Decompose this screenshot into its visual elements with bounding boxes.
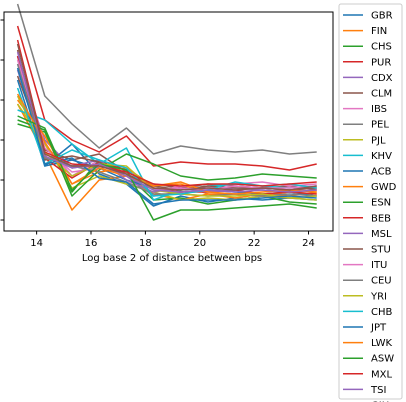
legend: GBR FIN CHS PUR CDX CLM IBS PEL PJL KHV ACB GWD ESN B…: [338, 3, 403, 402]
x-tick-label: 20: [193, 238, 206, 249]
series-line-gih: [16, 43, 317, 191]
y-axis: [0, 19, 4, 221]
x-tick-label: 14: [30, 238, 43, 249]
legend-label: FIN: [371, 26, 387, 37]
series-line-ceu: [16, 63, 317, 197]
legend-item-chs: CHS: [343, 42, 392, 53]
legend-item-pur: PUR: [343, 57, 391, 68]
legend-label: ACB: [371, 167, 392, 178]
x-tick-label: 16: [85, 238, 98, 249]
series-line-tsi: [16, 51, 317, 193]
legend-label: LWK: [371, 338, 393, 349]
legend-item-gwd: GWD: [343, 182, 397, 193]
legend-items: GBR FIN CHS PUR CDX CLM IBS PEL PJL KHV ACB GWD ESN B…: [343, 11, 397, 402]
series-line-asw: [17, 115, 317, 221]
legend-item-fin: FIN: [343, 26, 387, 37]
legend-item-stu: STU: [343, 245, 391, 256]
series-line-cdx: [16, 63, 317, 197]
legend-label: CLM: [371, 89, 392, 100]
legend-label: CHB: [371, 307, 393, 318]
x-axis-label: Log base 2 of distance between bps: [82, 253, 262, 264]
legend-item-khv: KHV: [343, 151, 392, 162]
legend-label: IBS: [371, 104, 387, 115]
legend-label: PUR: [371, 57, 391, 68]
legend-item-acb: ACB: [343, 167, 392, 178]
legend-label: GBR: [371, 11, 393, 22]
legend-item-itu: ITU: [343, 260, 387, 271]
legend-label: CHS: [371, 42, 392, 53]
series-line-chb: [16, 87, 317, 197]
legend-label: YRI: [370, 291, 387, 302]
legend-item-jpt: JPT: [343, 323, 387, 334]
legend-item-gih: GIH: [371, 401, 389, 402]
legend-label: MXL: [371, 369, 392, 380]
x-tick-label: 22: [248, 238, 261, 249]
series-line-mxl: [16, 39, 317, 187]
legend-label: ESN: [371, 198, 391, 209]
legend-label: BEB: [371, 213, 391, 224]
series-line-jpt: [16, 67, 317, 205]
legend-label: ITU: [371, 260, 387, 271]
legend-item-clm: CLM: [343, 89, 392, 100]
legend-item-gbr: GBR: [343, 11, 393, 22]
plot-frame: [3, 11, 334, 232]
legend-item-esn: ESN: [343, 198, 391, 209]
legend-label: JPT: [370, 323, 387, 334]
legend-label: CDX: [371, 73, 393, 84]
legend-label: MSL: [371, 229, 392, 240]
legend-item-lwk: LWK: [343, 338, 393, 349]
legend-label: KHV: [371, 151, 392, 162]
series-lines: [16, 3, 317, 221]
series-line-pur: [16, 25, 317, 171]
legend-label: STU: [371, 245, 391, 256]
legend-frame: [338, 3, 403, 400]
legend-item-pjl: PJL: [343, 135, 386, 146]
legend-item-msl: MSL: [343, 229, 392, 240]
legend-item-yri: YRI: [343, 291, 387, 302]
legend-item-cdx: CDX: [343, 73, 393, 84]
legend-item-ibs: IBS: [343, 104, 387, 115]
series-line-yri: [16, 95, 317, 199]
x-axis: 14 16 18 20 22 24: [30, 231, 315, 249]
series-line-pel: [16, 3, 317, 155]
legend-item-pel: PEL: [343, 120, 389, 131]
legend-label: ASW: [371, 354, 394, 365]
series-line-esn: [17, 119, 317, 197]
legend-item-chb: CHB: [343, 307, 393, 318]
series-line-acb: [16, 79, 317, 197]
legend-item-mxl: MXL: [343, 369, 392, 380]
legend-label: PEL: [371, 120, 389, 131]
legend-item-tsi: TSI: [343, 385, 386, 396]
series-line-lwk: [16, 93, 317, 195]
x-tick-label: 18: [139, 238, 152, 249]
legend-label: TSI: [370, 385, 386, 396]
legend-item-asw: ASW: [343, 354, 394, 365]
legend-label: PJL: [371, 135, 386, 146]
legend-item-ceu: CEU: [343, 276, 392, 287]
legend-label: GWD: [371, 182, 397, 193]
legend-item-beb: BEB: [343, 213, 391, 224]
series-line-gbr: [16, 55, 317, 207]
legend-label: GIH: [371, 401, 389, 402]
x-tick-label: 24: [302, 238, 315, 249]
legend-label: CEU: [371, 276, 392, 287]
